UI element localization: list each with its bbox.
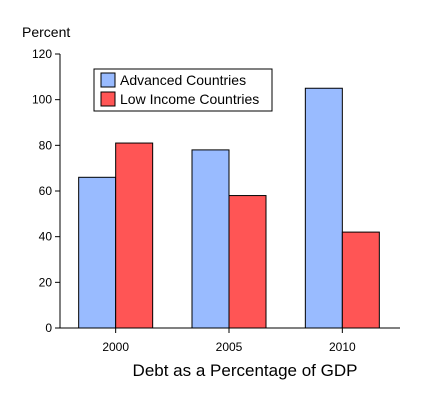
bar-low-income-2010	[341, 231, 380, 329]
legend: Advanced Countries Low Income Countries	[93, 68, 273, 112]
bar-advanced-2010	[304, 87, 343, 329]
y-tick-label: 120	[32, 47, 52, 61]
bar-low-income-2005	[228, 195, 267, 329]
y-tick-label: 20	[39, 275, 53, 289]
bar-low-income-2000	[115, 142, 154, 329]
legend-swatch	[100, 91, 116, 107]
y-tick-label: 60	[39, 184, 53, 198]
y-tick-label: 0	[45, 321, 52, 335]
x-tick-label: 2005	[216, 340, 243, 354]
legend-box	[93, 68, 273, 112]
x-tick-label: 2000	[102, 340, 129, 354]
y-tick-label: 40	[39, 230, 53, 244]
chart-title: Debt as a Percentage of GDP	[133, 361, 358, 380]
bar-advanced-2005	[191, 149, 230, 329]
y-axis-ticks: 0 20 40 60 80 100 120	[32, 47, 60, 335]
x-axis-ticks: 2000 2005 2010	[102, 328, 356, 354]
legend-swatch	[100, 72, 116, 88]
bars-group	[78, 87, 380, 329]
x-tick-label: 2010	[329, 340, 356, 354]
y-tick-label: 80	[39, 138, 53, 152]
legend-label: Advanced Countries	[120, 72, 246, 88]
y-tick-label: 100	[32, 93, 52, 107]
legend-label: Low Income Countries	[120, 91, 259, 107]
bar-advanced-2000	[78, 176, 117, 329]
y-axis-title: Percent	[22, 24, 70, 40]
